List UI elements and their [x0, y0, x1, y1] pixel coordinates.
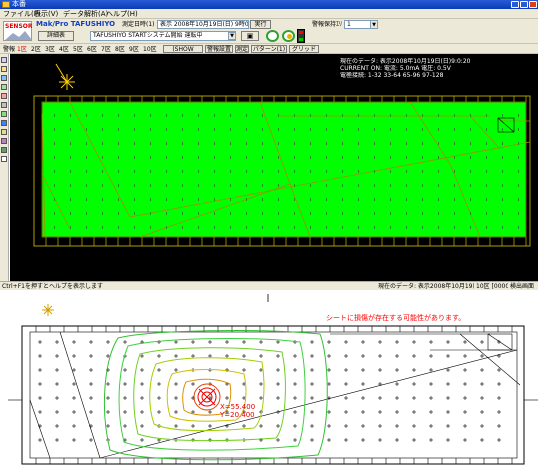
area-8[interactable]: 8区: [115, 46, 125, 53]
measure-value: 表示 2008年10月19日(日) 9時0分20秒: [157, 20, 249, 29]
alarm-set-button[interactable]: 警報設置: [205, 45, 233, 53]
contour-drawing: [8, 294, 538, 465]
coord-x: X=55.400: [220, 403, 256, 411]
logo-graphic: [5, 31, 32, 40]
area-7[interactable]: 7区: [101, 46, 111, 53]
pattern-button[interactable]: パターン(1): [251, 45, 287, 53]
tool-9-icon[interactable]: [1, 129, 7, 135]
status-right-c: 検出画面: [510, 283, 535, 290]
status-left: Ctrl+F1を押すとヘルプを表示します: [2, 283, 103, 290]
area-5[interactable]: 5区: [73, 46, 83, 53]
menu-file[interactable]: ファイル(F): [3, 10, 41, 18]
info-line-2: CURRENT ON: 電流: 5.0mA 電圧: 0.5V: [340, 65, 451, 72]
area-9[interactable]: 9区: [129, 46, 139, 53]
status-bar: Ctrl+F1を押すとヘルプを表示します 現在のデータ: 表示2008年10月1…: [0, 281, 538, 290]
green-status-icon[interactable]: [266, 30, 279, 42]
area-1[interactable]: 1区: [17, 46, 27, 53]
hold-label: 警報保持ｴﾘｱ: [312, 21, 342, 28]
area-4[interactable]: 4区: [59, 46, 69, 53]
menu-view[interactable]: 表示(V): [34, 10, 59, 18]
yellow-status-icon[interactable]: [282, 30, 295, 42]
exec-button[interactable]: 実行: [250, 20, 271, 29]
compass-star-icon: [42, 304, 54, 316]
sheet-viewport[interactable]: 現在のデータ: 表示2008年10月19日(日)9:0:20 CURRENT O…: [10, 54, 538, 281]
minimize-icon[interactable]: [511, 1, 519, 8]
graph-icon: ▣: [246, 32, 254, 40]
area-10[interactable]: 10区: [143, 46, 157, 53]
graph-button[interactable]: ▣: [241, 31, 259, 41]
info-line-1: 現在のデータ: 表示2008年10月19日(日)9:0:20: [340, 58, 471, 65]
settings-button[interactable]: 詳細表: [38, 31, 74, 41]
title-bar: 本番: [0, 0, 538, 9]
compass-icon: [55, 63, 75, 90]
status-field: TAFUSHIYO STARTシステム開始 運転中: [90, 31, 236, 41]
menu-analysis[interactable]: データ解析(A): [63, 10, 109, 18]
toolbar: SENSOR Mak/Pro TAFUSHIYO 詳細表 TAFUSHIYO S…: [0, 19, 538, 43]
traffic-light-icon[interactable]: [297, 29, 305, 43]
area-toolbar: 警報 1区 2区 3区 4区 5区 6区 7区 8区 9区 10区 (SHOW …: [0, 43, 538, 61]
area-6[interactable]: 6区: [87, 46, 97, 53]
grid-button[interactable]: グリッド: [289, 45, 319, 53]
area-3[interactable]: 3区: [45, 46, 55, 53]
product-name: Mak/Pro TAFUSHIYO: [36, 20, 116, 28]
sheet-drawing: [33, 63, 531, 247]
tool-7-icon[interactable]: [1, 111, 7, 117]
tool-2-icon[interactable]: [1, 66, 7, 72]
menu-bar: ファイル(F) 表示(V) データ解析(A) ヘルプ(H): [0, 9, 538, 19]
alarm-label: 警報: [3, 46, 16, 53]
app-icon: [2, 1, 10, 8]
tool-3-icon[interactable]: [1, 75, 7, 81]
tool-1-icon[interactable]: [1, 57, 7, 63]
tool-11-icon[interactable]: [1, 147, 7, 153]
menu-help[interactable]: ヘルプ(H): [106, 10, 138, 18]
analysis-panel: シートに損傷が存在する可能性があります。 X=55.400 Y=20.400: [0, 290, 538, 473]
left-toolbar: [0, 54, 9, 281]
tool-12-icon[interactable]: [1, 156, 7, 162]
status-right-b: 10区 [0000]: [476, 283, 508, 290]
area-2[interactable]: 2区: [31, 46, 41, 53]
info-line-3: 電極接続: 1-32 33-64 65-96 97-128: [340, 72, 444, 79]
coord-y: Y=20.400: [220, 411, 255, 419]
tool-8-icon[interactable]: [1, 120, 7, 126]
measure-label: 測定日時(1): [122, 21, 155, 28]
logo: SENSOR: [3, 21, 32, 41]
window-title: 本番: [12, 0, 26, 8]
damage-warning: シートに損傷が存在する可能性があります。: [326, 314, 466, 322]
status-dropdown-icon[interactable]: ▼: [228, 32, 236, 40]
close-icon[interactable]: [529, 1, 537, 8]
measure-button[interactable]: 測定: [235, 45, 249, 53]
logo-brand: SENSOR: [5, 23, 33, 30]
status-right-a: 現在のデータ: 表示2008年10月19日(日): [378, 283, 474, 290]
tool-10-icon[interactable]: [1, 138, 7, 144]
maximize-icon[interactable]: [520, 1, 528, 8]
tool-6-icon[interactable]: [1, 102, 7, 108]
show-cnd-button[interactable]: (SHOW CND): [163, 45, 203, 61]
tool-4-icon[interactable]: [1, 84, 7, 90]
tool-5-icon[interactable]: [1, 93, 7, 99]
hold-dropdown-icon[interactable]: ▼: [370, 20, 378, 29]
